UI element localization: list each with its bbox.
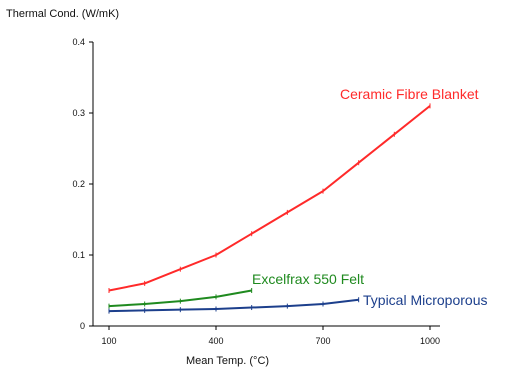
- y-tick-label: 0.3: [72, 108, 85, 118]
- y-tick-label: 0.1: [72, 250, 85, 260]
- x-tick-label: 100: [101, 336, 116, 346]
- series-label: Ceramic Fibre Blanket: [340, 86, 479, 102]
- x-axis-title: Mean Temp. (°C): [186, 355, 270, 367]
- y-tick-label: 0: [80, 321, 85, 331]
- x-tick-label: 1000: [420, 336, 440, 346]
- y-axis-title: Thermal Cond. (W/mK): [6, 8, 120, 20]
- series-line: [108, 105, 431, 292]
- series-label: Typical Microporous: [363, 292, 488, 308]
- y-tick-label: 0.2: [72, 179, 85, 189]
- x-tick-label: 400: [208, 336, 223, 346]
- y-tick-label: 0.4: [72, 37, 85, 47]
- x-tick-label: 700: [315, 336, 330, 346]
- series-line: [108, 298, 359, 313]
- series-line: [108, 289, 252, 308]
- series-label: Excelfrax 550 Felt: [252, 271, 364, 287]
